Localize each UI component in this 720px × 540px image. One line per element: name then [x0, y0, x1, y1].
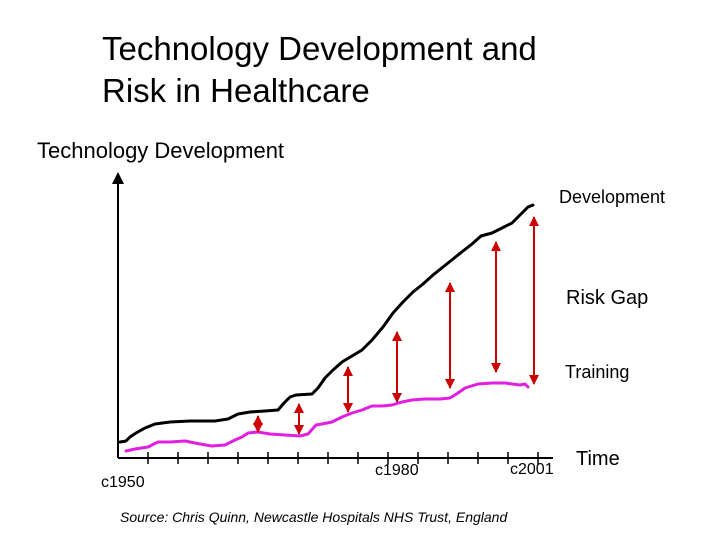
- source-note: Source: Chris Quinn, Newcastle Hospitals…: [120, 509, 508, 525]
- risk-gap-arrows: [253, 216, 539, 435]
- training-line: [124, 381, 530, 453]
- development-label: Development: [559, 187, 665, 207]
- training-label: Training: [565, 362, 629, 382]
- slide-title: Technology Development and Risk in Healt…: [102, 28, 537, 112]
- x-tick-label-c1950: c1950: [101, 474, 145, 491]
- x-axis-label: Time: [576, 448, 620, 470]
- x-tick-label-c1980: c1980: [375, 462, 419, 479]
- slide-subtitle: Technology Development: [37, 138, 285, 163]
- development-line: [118, 203, 535, 444]
- title-line-2: Risk in Healthcare: [102, 72, 370, 109]
- title-line-1: Technology Development and: [102, 30, 537, 67]
- x-tick-label-c2001: c2001: [510, 461, 554, 478]
- risk-gap-label: Risk Gap: [566, 287, 648, 309]
- x-axis-ticks: [147, 452, 539, 464]
